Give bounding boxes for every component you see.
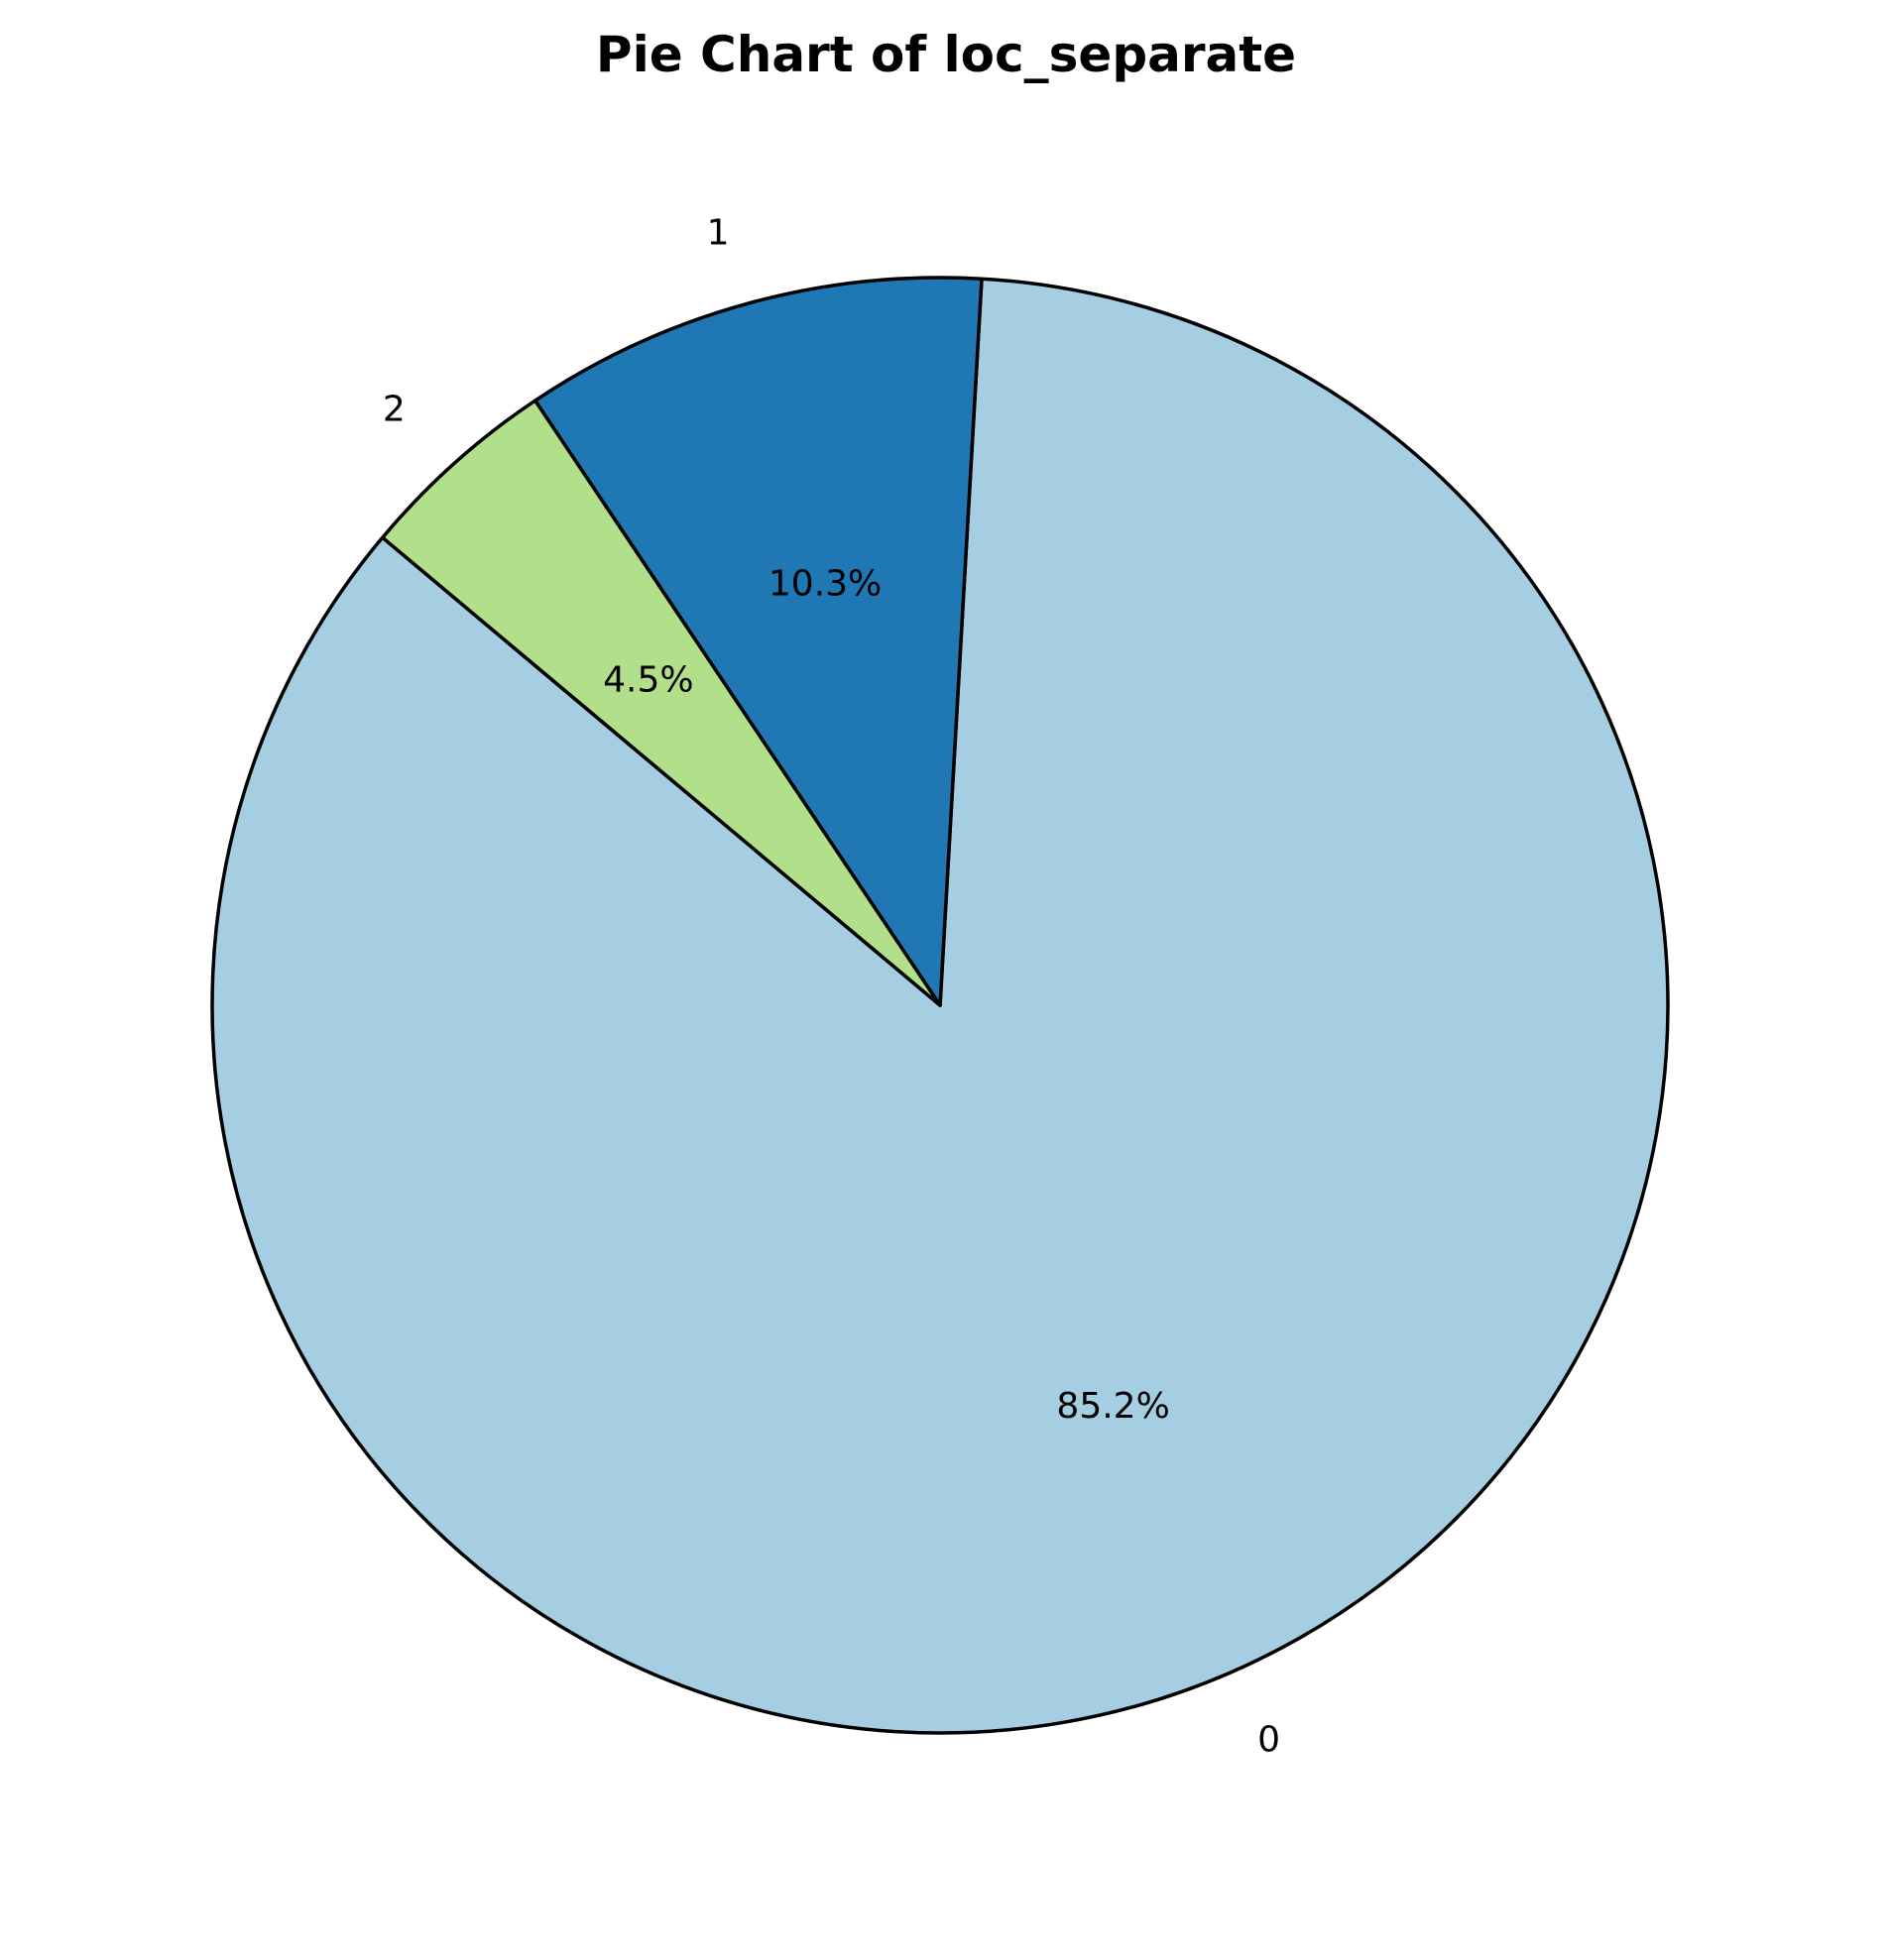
slice-label-2: 2 xyxy=(383,390,406,430)
pie-slices xyxy=(210,276,1670,1735)
slice-label-1: 1 xyxy=(707,213,730,254)
chart-title: Pie Chart of loc_separate xyxy=(596,26,1296,83)
pie-labels: 0 85.2% 1 10.3% 2 4.5% xyxy=(383,213,1280,1761)
slice-pct-label-2: 4.5% xyxy=(603,660,693,701)
pie-slice-2 xyxy=(380,399,942,1007)
pie-slice-1 xyxy=(532,276,984,1007)
slice-pct-label-1: 10.3% xyxy=(769,564,882,605)
slice-pct-label-0: 85.2% xyxy=(1056,1386,1169,1427)
slice-label-0: 0 xyxy=(1257,1720,1280,1761)
